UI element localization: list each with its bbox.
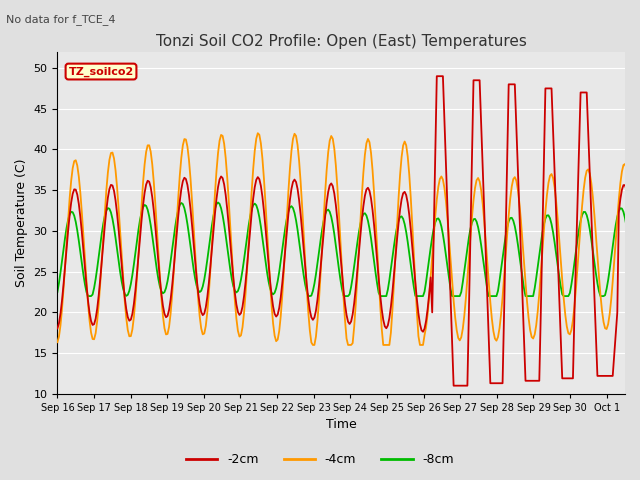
Text: No data for f_TCE_4: No data for f_TCE_4 xyxy=(6,14,116,25)
Legend: -2cm, -4cm, -8cm: -2cm, -4cm, -8cm xyxy=(181,448,459,471)
Text: TZ_soilco2: TZ_soilco2 xyxy=(68,66,134,77)
X-axis label: Time: Time xyxy=(326,419,356,432)
Y-axis label: Soil Temperature (C): Soil Temperature (C) xyxy=(15,158,28,287)
Title: Tonzi Soil CO2 Profile: Open (East) Temperatures: Tonzi Soil CO2 Profile: Open (East) Temp… xyxy=(156,34,527,49)
